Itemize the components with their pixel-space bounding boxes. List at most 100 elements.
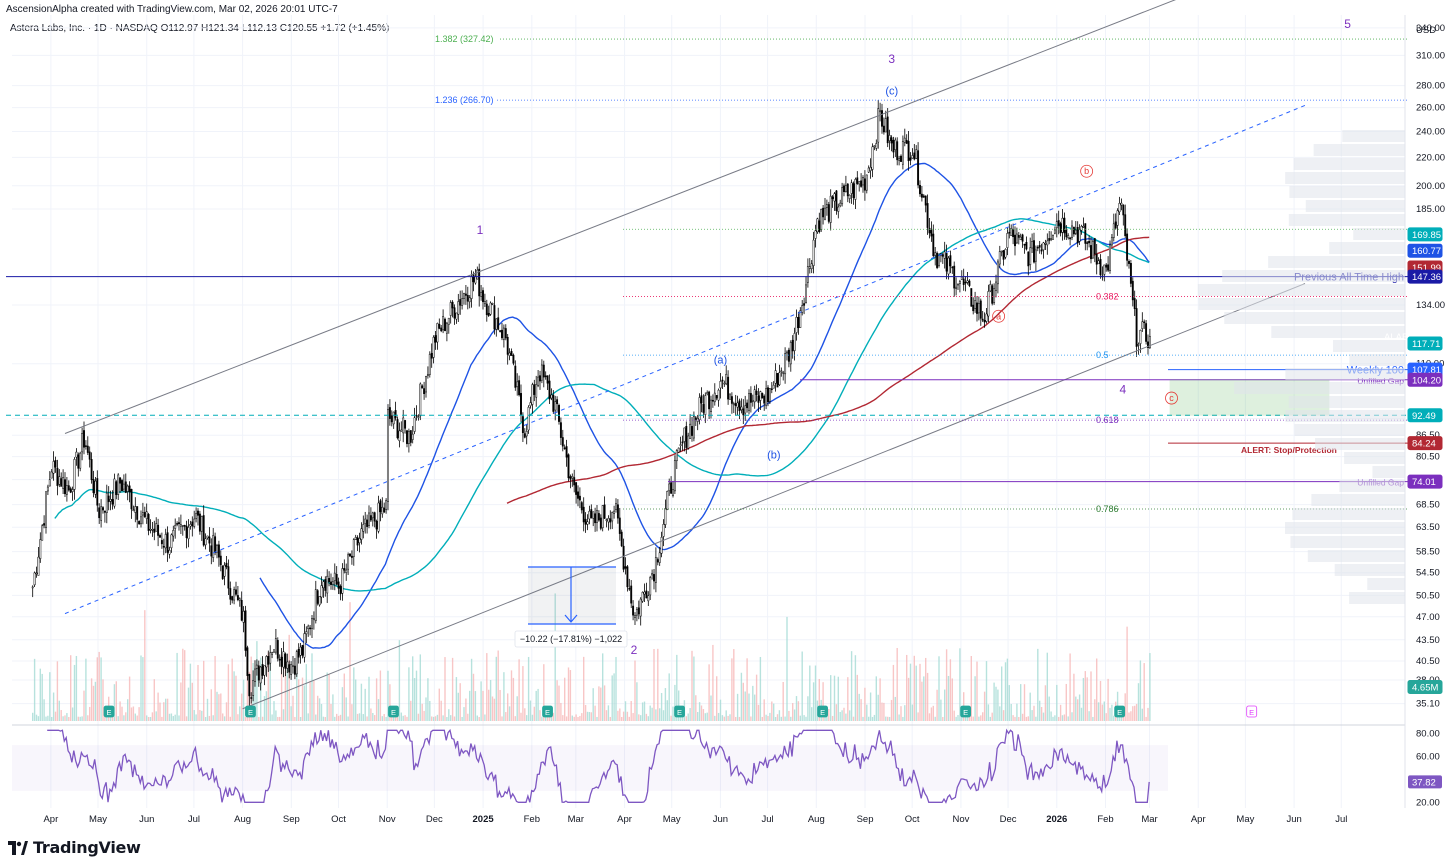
volume-bar: [60, 710, 62, 721]
volume-bar: [1130, 711, 1132, 721]
volume-bar: [940, 699, 942, 721]
price-tag[interactable]: 169.85: [1407, 227, 1443, 242]
candle-body: [525, 431, 528, 437]
measure-tool[interactable]: −10.22 (−17.81%) −1,022: [514, 566, 628, 648]
candle-body: [854, 179, 857, 200]
price-tag[interactable]: 117.71: [1407, 336, 1443, 351]
candle-body: [400, 429, 403, 432]
price-tag-text: 4.65M: [1412, 683, 1438, 694]
candle-body: [1133, 298, 1136, 310]
earnings-marker[interactable]: [960, 705, 972, 718]
volume-bar: [89, 706, 91, 721]
candle-body: [1031, 241, 1034, 249]
brand-name: TradingView: [33, 838, 141, 857]
volume-bar: [163, 702, 165, 721]
candle-body: [447, 317, 450, 325]
candle-body: [497, 317, 500, 330]
candle-body: [789, 341, 792, 365]
tradingview-brand[interactable]: TradingView: [8, 838, 141, 857]
price-tag[interactable]: 147.36: [1407, 269, 1443, 284]
volume-bar: [907, 677, 910, 721]
candle-body: [48, 479, 51, 487]
price-tag[interactable]: 74.01: [1407, 474, 1443, 489]
candle-body: [778, 372, 781, 386]
candle-body: [261, 664, 264, 676]
time-axis[interactable]: Apr May Jun Jul Aug Sep Oct Nov Dec 2025 Feb Mar Apr…: [43, 814, 1347, 825]
candle-body: [786, 351, 788, 354]
price-tag[interactable]: 92.49: [1407, 408, 1443, 423]
candle-body: [742, 408, 745, 416]
candle-body: [694, 417, 697, 421]
volume-bar: [803, 715, 805, 721]
candle-body: [164, 534, 167, 549]
volume-bar: [776, 714, 779, 721]
volume-bar: [508, 706, 511, 721]
price-tick-label: 80.50: [1416, 452, 1440, 463]
earnings-marker[interactable]: [817, 705, 828, 718]
volume-bar: [1080, 707, 1083, 721]
price-tag[interactable]: 160.77: [1407, 243, 1443, 258]
earnings-marker[interactable]: [1114, 705, 1126, 718]
earnings-marker[interactable]: [245, 705, 256, 718]
candle-body: [911, 155, 914, 159]
candle-body: [928, 227, 931, 234]
price-tag[interactable]: 104.20: [1407, 372, 1443, 387]
candle-body: [406, 430, 408, 444]
candle-body: [881, 110, 883, 127]
volume-bar: [841, 710, 843, 721]
wave-circle: [1165, 391, 1178, 405]
candle-body: [1135, 308, 1138, 347]
volume-bar: [71, 707, 74, 721]
candle-body: [622, 545, 625, 570]
volume-bar: [1097, 702, 1100, 721]
price-tags[interactable]: 169.85160.77151.99147.36120.55ALAB117.71…: [1384, 227, 1443, 694]
volume-bar: [774, 716, 777, 721]
earnings-marker[interactable]: [674, 705, 685, 718]
candle-body: [246, 647, 249, 676]
volume-bar: [1071, 712, 1073, 721]
volume-bar: [581, 713, 583, 721]
candle-body: [518, 380, 521, 396]
candle-body: [305, 631, 308, 635]
candle-body: [168, 549, 171, 555]
candle-body: [41, 525, 44, 541]
volume-bar: [858, 693, 860, 721]
candle-body: [185, 525, 188, 539]
volume-bar: [1069, 653, 1071, 721]
volume-bar: [1010, 703, 1012, 721]
candle-body: [292, 665, 294, 668]
volume-bar: [917, 712, 919, 721]
candle-body: [73, 459, 76, 490]
earnings-marker[interactable]: [388, 705, 399, 718]
volume-bar: [638, 714, 640, 721]
candle-body: [349, 553, 351, 557]
volume-bar: [242, 679, 245, 721]
candle-body: [67, 485, 70, 491]
candle-body: [39, 539, 42, 559]
candle-body: [590, 509, 593, 518]
candle-body: [191, 521, 194, 527]
volume-bar: [349, 602, 351, 721]
volume-bar: [626, 711, 629, 721]
candle-body: [1019, 236, 1022, 240]
price-tag[interactable]: 4.65M: [1407, 680, 1443, 694]
earnings-marker[interactable]: [103, 705, 115, 718]
candle-body: [128, 485, 131, 493]
volume-bar: [925, 657, 927, 721]
volume-bar: [488, 689, 490, 721]
volume-bar: [526, 715, 528, 721]
earnings-marker[interactable]: [542, 705, 553, 718]
volume-profile-bar: [1311, 494, 1405, 506]
volume-bar: [630, 701, 632, 721]
rsi-tag[interactable]: 37.82: [1408, 775, 1442, 789]
candle-body: [121, 480, 123, 492]
symbol-legend[interactable]: Astera Labs, Inc. · 1D · NASDAQ O112.97 …: [10, 23, 390, 34]
candle-body: [316, 590, 319, 604]
candle-body: [1067, 235, 1070, 239]
time-tick-label: Jun: [139, 814, 154, 825]
earnings-marker[interactable]: [1246, 705, 1258, 718]
price-tag[interactable]: 84.24: [1407, 436, 1443, 451]
